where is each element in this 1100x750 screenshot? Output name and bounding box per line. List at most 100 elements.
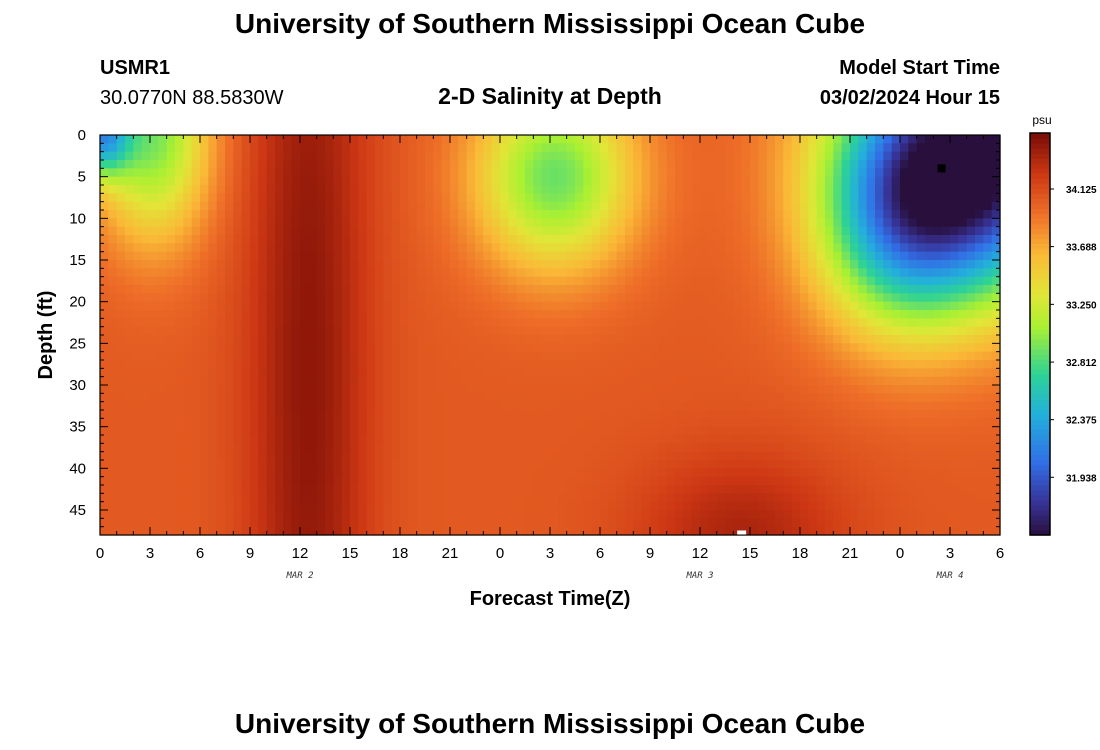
heatmap-cell bbox=[400, 343, 409, 353]
heatmap-cell bbox=[291, 143, 301, 153]
heatmap-cell bbox=[541, 151, 551, 161]
heatmap-cell bbox=[825, 235, 834, 244]
heatmap-cell bbox=[225, 160, 234, 169]
heatmap-cell bbox=[733, 376, 743, 386]
heatmap-cell bbox=[308, 335, 318, 344]
heatmap-cell bbox=[466, 426, 476, 436]
heatmap-cell bbox=[275, 260, 284, 269]
heatmap-cell bbox=[625, 268, 634, 278]
heatmap-cell bbox=[100, 385, 109, 394]
heatmap-cell bbox=[783, 301, 793, 311]
heatmap-cell bbox=[733, 485, 743, 494]
heatmap-cell bbox=[866, 393, 876, 403]
heatmap-cell bbox=[683, 301, 693, 311]
heatmap-cell bbox=[433, 426, 443, 436]
heatmap-cell bbox=[958, 460, 968, 469]
heatmap-cell bbox=[733, 468, 743, 478]
heatmap-cell bbox=[508, 326, 518, 336]
heatmap-cell bbox=[208, 260, 218, 269]
heatmap-cell bbox=[275, 385, 284, 394]
heatmap-cell bbox=[325, 135, 334, 144]
heatmap-cell bbox=[741, 493, 751, 503]
heatmap-cell bbox=[350, 351, 359, 361]
heatmap-cell bbox=[691, 326, 701, 336]
heatmap-cell bbox=[283, 510, 293, 519]
heatmap-cell bbox=[641, 135, 651, 144]
heatmap-cell bbox=[875, 276, 884, 286]
heatmap-cell bbox=[458, 301, 468, 311]
heatmap-cell bbox=[133, 343, 143, 353]
heatmap-cell bbox=[300, 260, 309, 269]
heatmap-cell bbox=[383, 343, 393, 353]
heatmap-cell bbox=[300, 426, 309, 436]
heatmap-cell bbox=[575, 218, 584, 228]
heatmap-cell bbox=[950, 526, 959, 536]
heatmap-cell bbox=[841, 493, 851, 503]
heatmap-cell bbox=[758, 185, 768, 194]
heatmap-cell bbox=[883, 135, 893, 144]
heatmap-cell bbox=[333, 360, 343, 369]
heatmap-cell bbox=[700, 160, 709, 169]
heatmap-cell bbox=[816, 476, 826, 486]
heatmap-cell bbox=[483, 235, 493, 244]
heatmap-cell bbox=[391, 318, 401, 328]
heatmap-cell bbox=[266, 460, 276, 469]
heatmap-cell bbox=[408, 493, 418, 503]
heatmap-cell bbox=[333, 260, 343, 269]
heatmap-cell bbox=[316, 135, 326, 144]
heatmap-cell bbox=[125, 176, 134, 186]
heatmap-cell bbox=[491, 351, 501, 361]
heatmap-cell bbox=[233, 360, 243, 369]
heatmap-cell bbox=[941, 218, 951, 228]
heatmap-cell bbox=[716, 268, 726, 278]
heatmap-cell bbox=[833, 360, 843, 369]
heatmap-cell bbox=[308, 276, 318, 286]
heatmap-cell bbox=[250, 326, 259, 336]
heatmap-cell bbox=[891, 251, 901, 261]
heatmap-cell bbox=[941, 293, 951, 303]
heatmap-cell bbox=[250, 318, 259, 328]
heatmap-cell bbox=[108, 335, 118, 344]
heatmap-cell bbox=[858, 518, 868, 528]
heatmap-cell bbox=[616, 193, 626, 203]
heatmap-cell bbox=[241, 418, 251, 428]
heatmap-cell bbox=[350, 243, 359, 253]
heatmap-cell bbox=[408, 301, 418, 311]
heatmap-cell bbox=[341, 218, 351, 228]
heatmap-cell bbox=[491, 318, 501, 328]
heatmap-cell bbox=[125, 210, 134, 219]
heatmap-cell bbox=[741, 485, 751, 494]
heatmap-cell bbox=[625, 501, 634, 511]
heatmap-cell bbox=[583, 460, 593, 469]
heatmap-cell bbox=[675, 301, 684, 311]
heatmap-cell bbox=[125, 351, 134, 361]
heatmap-cell bbox=[308, 360, 318, 369]
heatmap-cell bbox=[575, 210, 584, 219]
heatmap-cell bbox=[775, 168, 784, 178]
heatmap-cell bbox=[791, 443, 801, 453]
heatmap-cell bbox=[866, 310, 876, 319]
heatmap-cell bbox=[308, 168, 318, 178]
heatmap-cell bbox=[616, 185, 626, 194]
heatmap-cell bbox=[541, 385, 551, 394]
heatmap-cell bbox=[783, 318, 793, 328]
heatmap-cell bbox=[166, 501, 176, 511]
heatmap-cell bbox=[466, 360, 476, 369]
heatmap-cell bbox=[866, 151, 876, 161]
heatmap-cell bbox=[400, 293, 409, 303]
heatmap-cell bbox=[491, 368, 501, 378]
heatmap-cell bbox=[866, 510, 876, 519]
heatmap-cell bbox=[850, 501, 859, 511]
heatmap-cell bbox=[725, 135, 734, 144]
heatmap-cell bbox=[175, 276, 184, 286]
heatmap-cell bbox=[808, 310, 818, 319]
heatmap-cell bbox=[650, 160, 659, 169]
heatmap-cell bbox=[316, 360, 326, 369]
heatmap-cell bbox=[158, 251, 168, 261]
heatmap-cell bbox=[733, 176, 743, 186]
heatmap-cell bbox=[500, 368, 509, 378]
heatmap-cell bbox=[700, 476, 709, 486]
heatmap-cell bbox=[741, 301, 751, 311]
heatmap-cell bbox=[916, 160, 926, 169]
heatmap-cell bbox=[375, 326, 384, 336]
